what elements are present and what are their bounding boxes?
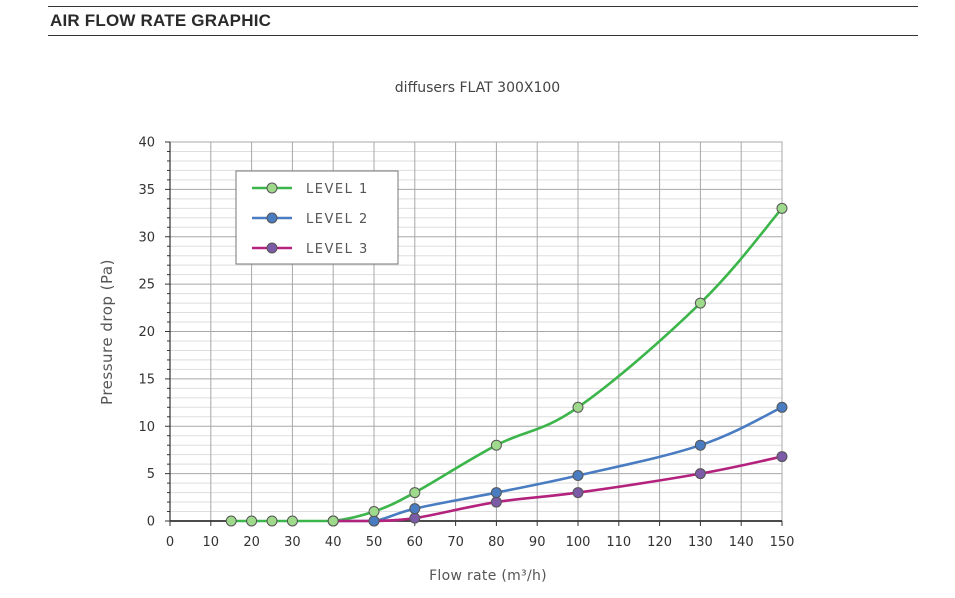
- series-1-point: [225, 515, 237, 527]
- series-2-point: [776, 401, 788, 413]
- y-tick-label: 35: [138, 183, 155, 198]
- y-tick-label: 20: [138, 325, 155, 340]
- series-2-point: [694, 439, 706, 451]
- x-tick-label: 40: [325, 535, 342, 550]
- x-tick-label: 20: [243, 535, 260, 550]
- series-2-point: [368, 515, 380, 527]
- section-title: AIR FLOW RATE GRAPHIC: [50, 11, 272, 30]
- series-1-point: [572, 401, 584, 413]
- series-1-point: [776, 202, 788, 214]
- x-axis-label: Flow rate (m³/h): [429, 568, 547, 584]
- legend-label: LEVEL 2: [306, 212, 369, 227]
- x-tick-label: 70: [447, 535, 464, 550]
- x-tick-label: 80: [488, 535, 505, 550]
- x-tick-label: 130: [688, 535, 713, 550]
- chart-axes: 0 5 10 15 20 25 30 35 40 0 10 20 30 40 50 60 70 80 90 100 11…: [138, 136, 794, 551]
- series-3-point: [572, 487, 584, 499]
- series-3-point: [409, 512, 421, 524]
- chart-title: diffusers FLAT 300X100: [394, 80, 561, 96]
- legend-swatch-marker: [266, 242, 278, 254]
- series-2-point: [490, 487, 502, 499]
- x-tick-label: 150: [770, 535, 795, 550]
- x-tick-label: 10: [203, 535, 220, 550]
- chart-legend: LEVEL 1 LEVEL 2 LEVEL 3: [235, 170, 399, 265]
- series-3-point: [490, 496, 502, 508]
- y-tick-label: 15: [138, 372, 155, 387]
- chart-series: [225, 202, 788, 527]
- series-1-point: [266, 515, 278, 527]
- series-1-point: [286, 515, 298, 527]
- series-1-point: [409, 487, 421, 499]
- section-header: AIR FLOW RATE GRAPHIC: [48, 6, 918, 36]
- series-2-point: [572, 470, 584, 482]
- series-1-point: [368, 506, 380, 518]
- y-tick-label: 10: [138, 420, 155, 435]
- y-tick-label: 40: [138, 136, 155, 151]
- x-tick-label: 100: [566, 535, 591, 550]
- x-tick-label: 0: [166, 535, 174, 550]
- series-1-point: [246, 515, 258, 527]
- legend-label: LEVEL 3: [306, 242, 369, 257]
- y-tick-label: 25: [138, 278, 155, 293]
- y-tick-label: 0: [147, 515, 155, 530]
- x-tick-label: 90: [529, 535, 546, 550]
- x-tick-label: 50: [366, 535, 383, 550]
- series-3-point: [776, 451, 788, 463]
- legend-label: LEVEL 1: [306, 182, 369, 197]
- x-tick-label: 110: [606, 535, 631, 550]
- x-tick-label: 140: [729, 535, 754, 550]
- legend-swatch-marker: [266, 182, 278, 194]
- x-tick-label: 30: [284, 535, 301, 550]
- series-2-point: [409, 503, 421, 515]
- series-1-point: [694, 297, 706, 309]
- legend-swatch-marker: [266, 212, 278, 224]
- y-tick-label: 30: [138, 230, 155, 245]
- y-tick-label: 5: [147, 467, 155, 482]
- series-1-point: [490, 439, 502, 451]
- series-1-point: [327, 515, 339, 527]
- series-3-point: [694, 468, 706, 480]
- y-axis-label: Pressure drop (Pa): [98, 259, 116, 405]
- x-tick-label: 60: [407, 535, 424, 550]
- x-tick-label: 120: [647, 535, 672, 550]
